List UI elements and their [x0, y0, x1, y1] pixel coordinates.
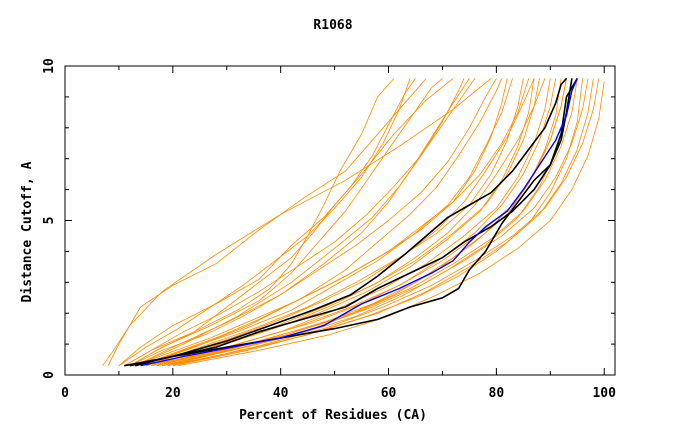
series-line-13 — [151, 78, 551, 367]
series-line-11 — [145, 78, 535, 367]
y-axis-label: Distance Cutoff, A — [20, 161, 35, 302]
series-line-33 — [129, 78, 573, 367]
series-line-34 — [134, 77, 568, 367]
x-tick-label: 60 — [381, 386, 397, 401]
series-line-3 — [124, 78, 395, 367]
series-line-31 — [118, 78, 411, 367]
series-line-0 — [102, 78, 492, 366]
series-line-20 — [172, 78, 594, 367]
series-line-32 — [124, 77, 578, 367]
series-line-12 — [151, 78, 540, 367]
tick-labels: 0 20 40 60 80 100 0 5 10 — [42, 58, 616, 401]
y-tick-label: 5 — [42, 217, 57, 225]
series-line-21 — [172, 78, 600, 367]
x-tick-label: 80 — [489, 386, 505, 401]
series-line-23 — [140, 78, 530, 367]
x-tick-label: 20 — [165, 386, 181, 401]
x-axis-label: Percent of Residues (CA) — [239, 408, 427, 423]
series-line-5 — [129, 78, 454, 367]
series-line-6 — [134, 78, 470, 367]
y-tick-label: 10 — [42, 58, 57, 74]
y-tick-label: 0 — [42, 371, 57, 379]
series-line-35 — [140, 78, 578, 367]
plot-lines — [102, 77, 605, 367]
axis-ticks — [64, 65, 615, 376]
series-line-9 — [140, 78, 513, 367]
series-line-27 — [124, 78, 465, 367]
series-line-30 — [162, 78, 567, 367]
series-line-10 — [145, 78, 524, 367]
series-line-28 — [134, 78, 508, 367]
x-tick-label: 40 — [273, 386, 289, 401]
series-line-1 — [107, 78, 427, 366]
x-tick-label: 0 — [61, 386, 69, 401]
x-tick-label: 100 — [592, 386, 616, 401]
chart-title: R1068 — [313, 18, 352, 33]
series-line-26 — [129, 78, 497, 367]
series-line-7 — [134, 78, 476, 367]
series-line-22 — [178, 81, 605, 367]
series-line-8 — [140, 78, 503, 367]
series-line-4 — [129, 78, 443, 367]
series-line-2 — [118, 78, 416, 367]
